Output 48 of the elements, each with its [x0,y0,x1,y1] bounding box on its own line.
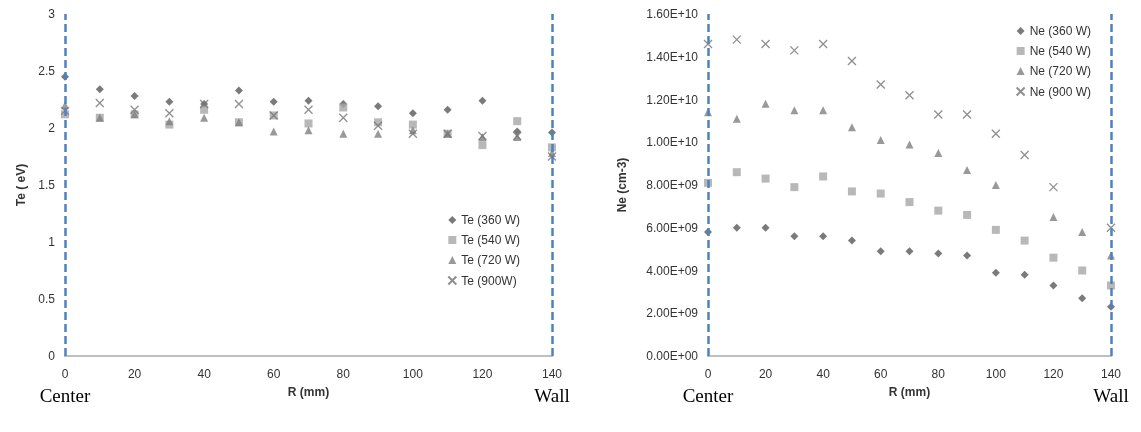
y-tick-label: 2.5 [38,64,56,78]
x-tick-label: 120 [472,367,493,381]
y-tick-label: 1 [48,235,56,249]
legend-label: Te (720 W) [461,253,521,267]
x-tick-label: 40 [197,367,212,381]
x-axis-title: R (mm) [888,385,931,399]
y-tick-label: 1.20E+10 [646,92,699,107]
legend-label: Ne (360 W) [1029,24,1092,38]
x-tick-label: 0 [61,367,69,381]
y-tick-label: 2 [48,121,56,135]
ref-line-label: Wall [534,385,570,406]
y-tick-label: 1.5 [38,178,56,192]
ref-line-label: Center [682,385,734,406]
y-tick-label: 1.00E+10 [646,135,699,150]
y-tick-label: 0 [48,349,56,363]
y-tick-label: 6.00E+09 [646,220,699,235]
x-tick-label: 140 [1100,367,1122,381]
legend-label: Ne (900 W) [1029,84,1092,99]
legend-label: Ne (540 W) [1029,44,1092,58]
y-tick-label: 0.5 [38,292,56,306]
y-tick-label: 3 [48,7,56,21]
y-axis-title: Te ( eV) [14,163,29,207]
ref-line-label: Wall [1093,385,1129,406]
x-tick-label: 20 [758,367,773,381]
x-tick-label: 80 [336,367,351,381]
x-tick-label: 60 [874,367,888,381]
x-tick-label: 20 [127,367,142,381]
y-tick-label: 1.60E+10 [646,7,699,21]
x-tick-label: 60 [267,367,281,381]
y-tick-label: 2.00E+09 [646,306,699,321]
y-axis-title: Ne (cm-3) [615,157,629,213]
legend-label: Te (900W) [461,273,517,288]
y-tick-label: 8.00E+09 [646,178,699,192]
x-tick-label: 40 [816,367,831,381]
legend-label: Te (360 W) [461,213,521,227]
x-tick-label: 100 [402,367,424,381]
ref-line-label: Center [39,385,91,406]
legend-label: Ne (720 W) [1029,64,1092,78]
y-tick-label: 4.00E+09 [646,263,699,278]
y-tick-label: 1.40E+10 [646,49,699,64]
y-tick-label: 0.00E+00 [646,349,699,363]
legend-label: Te (540 W) [461,233,521,247]
x-tick-label: 140 [541,367,563,381]
x-tick-label: 100 [985,367,1007,381]
x-tick-label: 0 [704,367,712,381]
x-tick-label: 80 [931,367,946,381]
x-axis-title: R (mm) [287,385,330,399]
x-tick-label: 120 [1043,367,1064,381]
